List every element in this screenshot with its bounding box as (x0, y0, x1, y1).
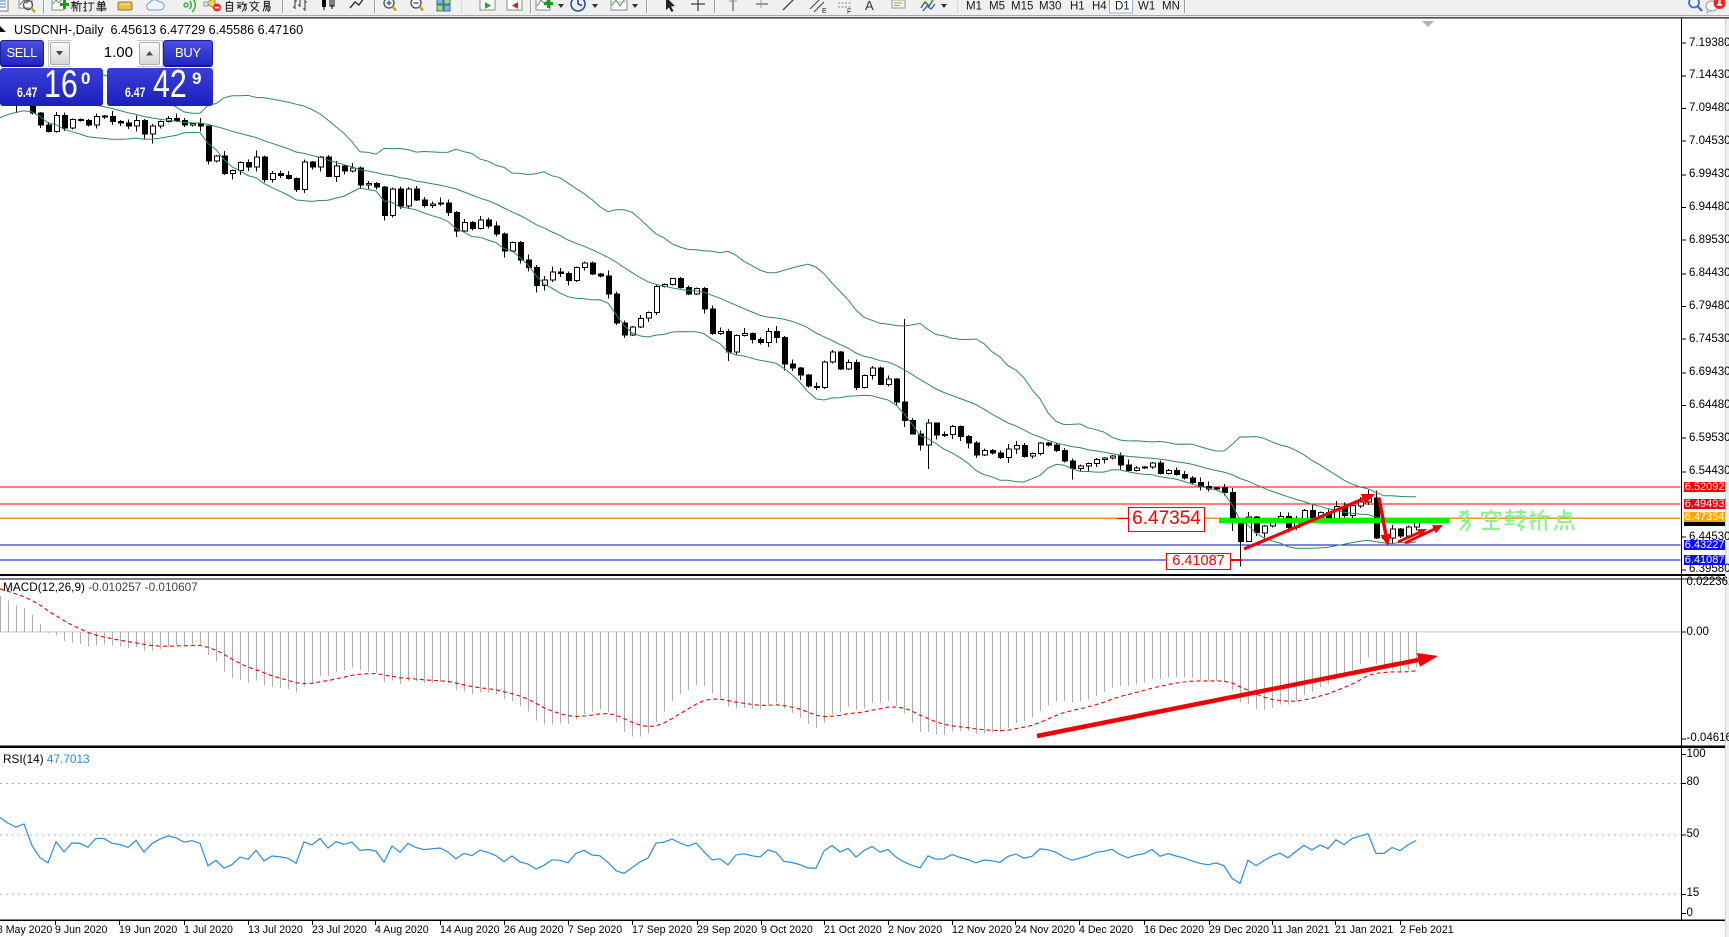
svg-text:D1: D1 (1115, 1, 1130, 13)
svg-text:M15: M15 (1011, 1, 1033, 13)
svg-text:H1: H1 (1070, 1, 1085, 13)
svg-text:F: F (847, 9, 851, 16)
svg-text:M5: M5 (989, 1, 1005, 13)
svg-text:H4: H4 (1092, 1, 1107, 13)
svg-text:MN: MN (1162, 1, 1180, 13)
svg-text:E: E (822, 8, 827, 15)
svg-text:A: A (865, 0, 874, 13)
svg-text:M30: M30 (1039, 1, 1061, 13)
svg-text:W1: W1 (1138, 1, 1155, 13)
svg-text:M1: M1 (966, 1, 982, 13)
